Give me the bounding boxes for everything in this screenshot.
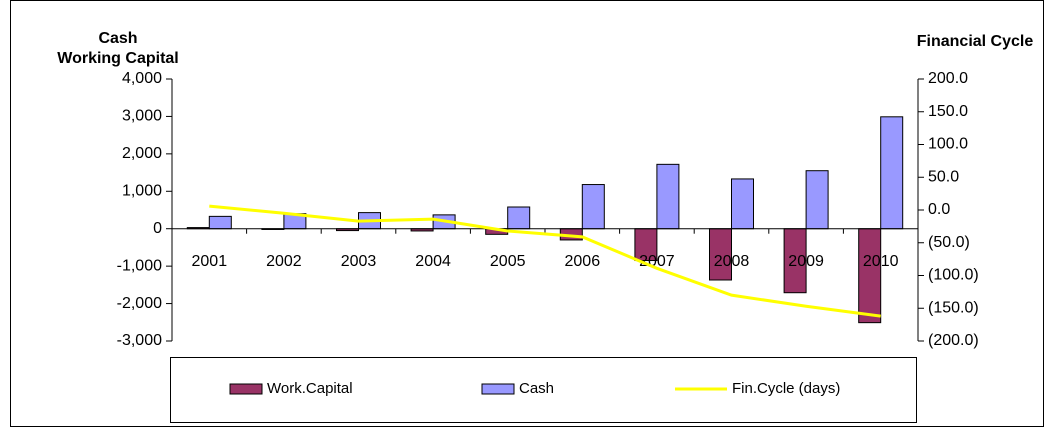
legend-label: Fin.Cycle (days): [732, 380, 840, 397]
y-axis-title: Working Capital: [57, 50, 179, 67]
y-tick-label: -3,000: [117, 332, 162, 349]
legend-box: [170, 357, 917, 423]
y2-tick-label: (100.0): [928, 267, 979, 284]
y2-tick-label: (150.0): [928, 299, 979, 316]
y-tick-label: 2,000: [122, 145, 162, 162]
x-tick-label: 2005: [490, 253, 526, 270]
y2-tick-label: 0.0: [928, 201, 950, 218]
legend-swatch: [481, 383, 515, 395]
x-tick-label: 2003: [341, 253, 377, 270]
x-tick-label: 2002: [266, 253, 302, 270]
legend-swatch: [229, 383, 263, 395]
y-tick-label: 4,000: [122, 70, 162, 87]
bar: [731, 178, 754, 230]
x-tick-label: 2009: [788, 253, 824, 270]
y-tick-label: 3,000: [122, 108, 162, 125]
y-tick-label: -1,000: [117, 257, 162, 274]
bar: [581, 184, 605, 230]
bar: [880, 116, 904, 230]
y2-tick-label: (50.0): [928, 234, 970, 251]
x-tick-label: 2004: [415, 253, 451, 270]
bar: [656, 163, 680, 230]
legend-label: Work.Capital: [267, 380, 353, 397]
y2-tick-label: 100.0: [928, 136, 968, 153]
y2-tick-label: (200.0): [928, 332, 979, 349]
y-tick-label: -2,000: [117, 295, 162, 312]
x-tick-label: 2008: [714, 253, 750, 270]
bar: [858, 228, 882, 324]
x-tick-label: 2006: [565, 253, 601, 270]
y-tick-label: 0: [153, 220, 162, 237]
x-tick-label: 2010: [863, 253, 899, 270]
bar: [507, 206, 531, 230]
y2-axis-title: Financial Cycle: [917, 33, 1034, 50]
line-series: [209, 204, 881, 318]
x-tick-label: 2001: [192, 253, 228, 270]
y-axis-title: Cash: [98, 30, 137, 47]
legend-label: Cash: [519, 380, 554, 397]
y-tick-label: 1,000: [122, 183, 162, 200]
y2-tick-label: 200.0: [928, 70, 968, 87]
bar: [805, 170, 829, 230]
y2-tick-label: 150.0: [928, 103, 968, 120]
y2-tick-label: 50.0: [928, 168, 959, 185]
bar: [208, 215, 232, 230]
